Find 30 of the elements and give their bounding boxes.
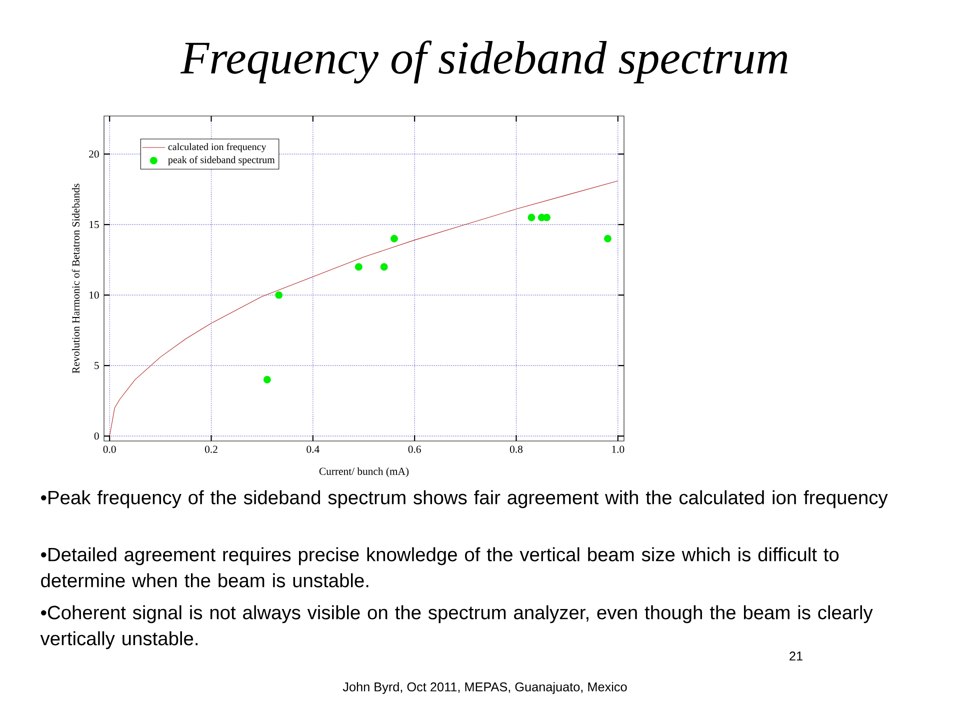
text: •Coherent signal is not always visible on the spectrum analyzer, even though the beam is clearly vertically unstable.: [40, 605, 873, 650]
x-axis-title: Current/ bunch (mA): [319, 467, 409, 478]
point: [275, 291, 283, 299]
y-tick-label: 0: [94, 432, 99, 440]
x-tick-label: 0.2: [204, 446, 218, 453]
x-tick-label: 0.8: [510, 446, 523, 453]
legend-label: calculated ion frequency: [168, 143, 266, 152]
x-tick-label: 0.0: [103, 446, 116, 453]
y-tick-label: 5: [94, 362, 99, 370]
legend-label: peak of sideband spectrum: [168, 156, 275, 166]
x-tick-label: 0.4: [306, 446, 320, 453]
point: [543, 214, 550, 222]
text: 21: [790, 652, 802, 660]
y-tick-label: 15: [90, 220, 99, 228]
text: •Detailed agreement requires precise knowledge of the vertical beam size which is difficult to determine when the beam is unstable.: [41, 547, 839, 588]
y-tick-label: 20: [89, 150, 99, 158]
y-axis-title: Revolution Harmonic of Betatron Sidebands: [72, 184, 80, 374]
point: [354, 263, 362, 271]
point: [604, 234, 612, 242]
x-tick-label: 0.6: [408, 446, 421, 453]
point: [528, 214, 536, 222]
chart-title: Frequency of sideband spectrum: [180, 40, 788, 84]
point: [263, 376, 271, 384]
point: [390, 234, 398, 242]
x-tick-label: 1.0: [612, 446, 624, 453]
line-series: [109, 180, 618, 436]
point: [380, 263, 388, 271]
y-tick-label: 10: [90, 291, 99, 299]
text: •Peak frequency of the sideband spectrum shows fair agreement with the calculated ion frequency: [41, 490, 888, 508]
text: John Byrd, Oct 2011, MEPAS, Guanajuato, Mexico: [342, 682, 627, 694]
